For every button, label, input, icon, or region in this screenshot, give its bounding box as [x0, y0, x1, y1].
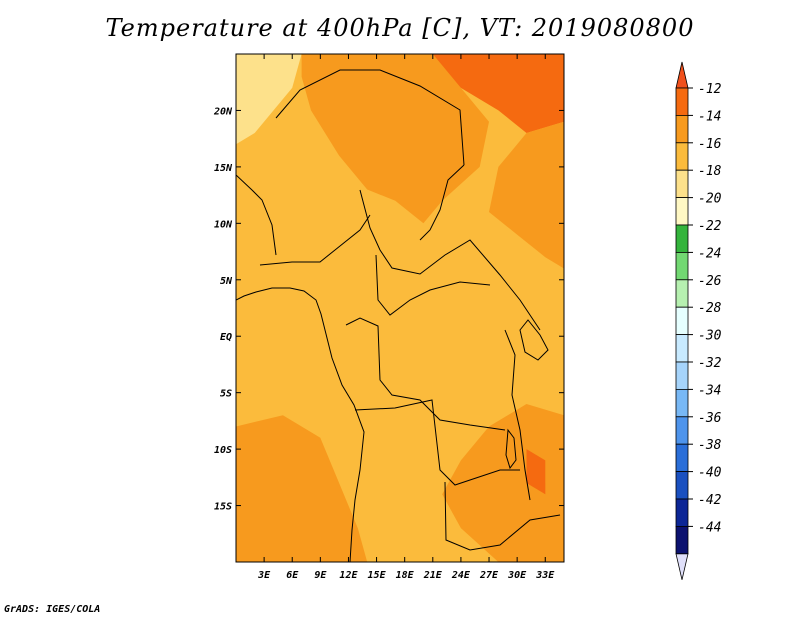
y-tick-label: 15S: [214, 502, 232, 513]
colorbar-label: -16: [698, 137, 722, 152]
x-tick-label: 21E: [423, 570, 443, 581]
border-line: [504, 329, 531, 501]
border-line: [444, 481, 561, 551]
colorbar-label: -18: [698, 164, 722, 179]
colorbar-label: -36: [698, 411, 722, 426]
colorbar-segment: [675, 416, 689, 445]
colorbar-segment: [675, 306, 689, 336]
x-tick-label: 27E: [479, 570, 499, 581]
map-frame: [235, 53, 565, 563]
colorbar-segment: [675, 526, 689, 555]
colorbar-segment: [675, 279, 689, 308]
x-tick-label: 18E: [396, 570, 415, 581]
colorbar-segment: [675, 224, 689, 253]
colorbar-label: -38: [698, 438, 722, 453]
contour-region-cool-northwest: [236, 54, 302, 145]
colorbar-label: -22: [698, 219, 722, 234]
credit-text: GrADS: IGES/COLA: [4, 604, 101, 615]
colorbar-segment: [675, 251, 689, 281]
border-line: [275, 69, 465, 166]
x-tick-label: 30E: [507, 570, 527, 581]
colorbar-segment: [675, 142, 689, 171]
colorbar-label: -26: [698, 274, 722, 289]
colorbar-label: -24: [698, 246, 721, 261]
x-tick-label: 3E: [257, 570, 271, 581]
x-tick-label: 24E: [451, 570, 471, 581]
y-tick-label: 20N: [213, 106, 233, 117]
contour-region-warm-southwest: [236, 415, 368, 562]
colorbar-segment: [675, 471, 689, 500]
colorbar-label: -40: [698, 466, 722, 481]
border-line: [354, 399, 520, 486]
border-line: [375, 254, 491, 316]
colorbar-label: -30: [698, 329, 722, 344]
y-tick-label: 10S: [214, 445, 232, 456]
border-line: [345, 317, 506, 431]
colorbar-label: -32: [698, 356, 722, 371]
contour-region-warm-northeast: [423, 54, 564, 133]
y-tick-label: 5S: [220, 389, 232, 400]
colorbar-label: -28: [698, 301, 722, 316]
colorbar-label: -14: [698, 109, 721, 124]
x-tick-label: 9E: [314, 570, 327, 581]
border-line: [359, 189, 541, 331]
contour-region-hot-lakes: [526, 449, 546, 495]
colorbar-label: -44: [698, 520, 721, 535]
colorbar-segment: [675, 87, 689, 116]
y-tick-label: 10N: [214, 219, 233, 230]
border-line: [259, 214, 371, 266]
y-tick-label: 15N: [214, 163, 233, 174]
coastline: [236, 287, 365, 562]
border-line: [419, 164, 465, 241]
x-tick-label: 12E: [339, 570, 358, 581]
lake-outline: [519, 319, 549, 361]
chart-title: Temperature at 400hPa [C], VT: 201908080…: [105, 14, 695, 42]
colorbar-segment: [675, 498, 689, 527]
colorbar-segment: [675, 388, 689, 418]
x-tick-label: 6E: [286, 570, 299, 581]
colorbar-label: -34: [698, 383, 721, 398]
colorbar-segment: [675, 334, 689, 363]
y-tick-label: EQ: [220, 332, 232, 343]
colorbar-label: -42: [698, 493, 722, 508]
contour-region-warm-east: [489, 121, 564, 269]
colorbar-label: -20: [698, 192, 722, 207]
y-tick-label: 5N: [220, 276, 233, 287]
border-line: [236, 174, 277, 256]
colorbar-segment: [675, 553, 689, 580]
colorbar-segment: [675, 169, 689, 198]
contour-region-warm-north-central: [301, 54, 489, 224]
x-tick-label: 33E: [535, 570, 555, 581]
colorbar-segment: [675, 443, 689, 473]
colorbar-label: -12: [698, 82, 722, 97]
contour-region-warm-southeast: [442, 404, 564, 562]
lake-outline: [505, 428, 517, 470]
colorbar-segment: [675, 61, 689, 89]
x-tick-label: 15E: [368, 570, 387, 581]
colorbar-segment: [675, 115, 689, 144]
colorbar-segment: [675, 361, 689, 390]
colorbar: -12 -14 -16 -18 -20 -22 -24 -26 -28 -30 -32 -34 -36 -…: [675, 61, 722, 580]
colorbar-segment: [675, 197, 689, 226]
